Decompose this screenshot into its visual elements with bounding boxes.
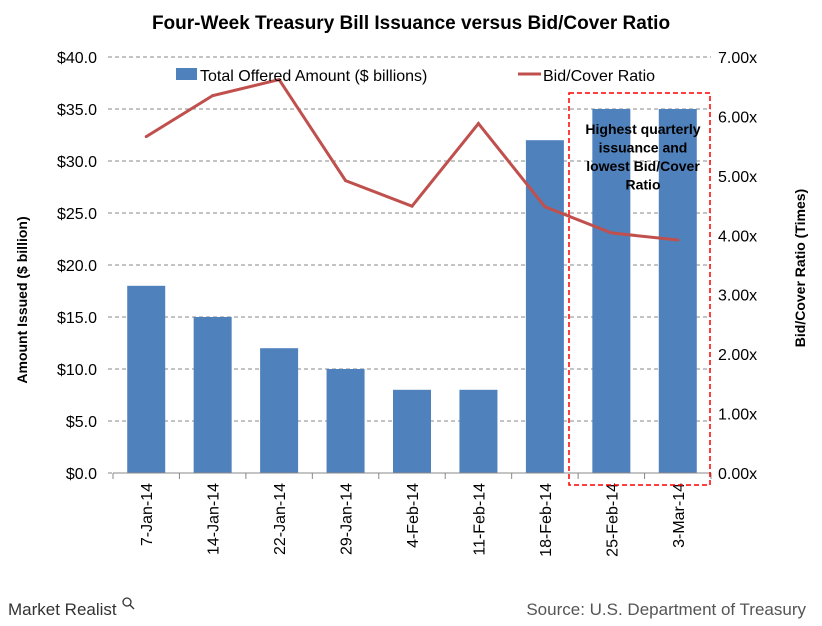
x-tick-label: 18-Feb-14 xyxy=(538,483,555,557)
line-point xyxy=(543,205,547,209)
y-axis-label: Amount Issued ($ billion) xyxy=(14,216,30,383)
line-point xyxy=(476,122,480,126)
y2-tick-label: 4.00x xyxy=(718,228,757,245)
bar xyxy=(393,389,431,473)
bar xyxy=(193,317,232,473)
x-tick-label: 11-Feb-14 xyxy=(471,483,488,556)
bar xyxy=(592,109,631,473)
y2-tick-label: 2.00x xyxy=(718,347,757,364)
line-point xyxy=(676,238,680,242)
legend-bar-swatch xyxy=(176,68,197,80)
chart-title: Four-Week Treasury Bill Issuance versus … xyxy=(152,13,670,34)
y2-tick-label: 1.00x xyxy=(718,407,757,424)
legend-bar-label: Total Offered Amount ($ billions) xyxy=(200,68,427,85)
y-tick-label: $30.0 xyxy=(57,154,97,171)
y2-tick-label: 5.00x xyxy=(718,169,757,186)
annotation-text: issuance and xyxy=(599,140,688,156)
y-tick-label: $15.0 xyxy=(57,310,97,327)
bar xyxy=(326,369,365,473)
line-point xyxy=(410,204,414,208)
source-note: Source: U.S. Department of Treasury xyxy=(526,600,806,619)
y-tick-label: $20.0 xyxy=(57,258,97,275)
y-tick-label: $35.0 xyxy=(57,102,97,119)
bar xyxy=(658,109,697,473)
y-tick-label: $5.0 xyxy=(66,414,97,431)
x-tick-label: 29-Jan-14 xyxy=(339,483,356,555)
y2-axis-label: Bid/Cover Ratio (Times) xyxy=(792,189,808,347)
y2-tick-label: 3.00x xyxy=(718,288,757,305)
x-tick-label: 7-Jan-14 xyxy=(139,483,156,546)
annotation-text: Highest quarterly xyxy=(585,121,700,137)
magnifier-icon-handle xyxy=(129,604,135,610)
bar xyxy=(127,285,166,473)
annotation-text: Ratio xyxy=(626,177,661,193)
line-point xyxy=(609,231,613,235)
annotation-box xyxy=(568,92,711,486)
annotation-text: lowest Bid/Cover xyxy=(586,158,700,174)
y2-tick-label: 6.00x xyxy=(718,109,757,126)
x-tick-label: 14-Jan-14 xyxy=(206,483,223,555)
x-tick-label: 4-Feb-14 xyxy=(405,483,422,548)
brand-logo: Market Realist xyxy=(8,600,117,619)
y-tick-label: $10.0 xyxy=(57,362,97,379)
bar xyxy=(459,389,498,473)
y-tick-label: $25.0 xyxy=(57,206,97,223)
line-point xyxy=(344,179,348,183)
line-point xyxy=(211,94,215,98)
magnifier-icon xyxy=(122,597,132,607)
line-point xyxy=(144,135,148,139)
y2-tick-label: 0.00x xyxy=(718,466,757,483)
bar xyxy=(260,348,299,473)
y2-tick-label: 7.00x xyxy=(718,50,757,67)
x-tick-label: 22-Jan-14 xyxy=(272,483,289,555)
bar xyxy=(525,140,564,473)
y-tick-label: $40.0 xyxy=(57,50,97,67)
line-point xyxy=(277,78,281,82)
y-tick-label: $0.0 xyxy=(66,466,97,483)
legend-line-label: Bid/Cover Ratio xyxy=(543,68,655,85)
x-tick-label: 25-Feb-14 xyxy=(604,483,621,557)
x-tick-label: 3-Mar-14 xyxy=(671,483,688,548)
